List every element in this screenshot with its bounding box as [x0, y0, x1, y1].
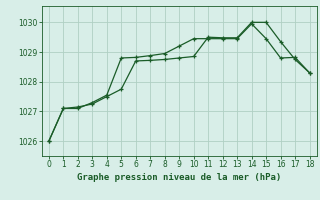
- X-axis label: Graphe pression niveau de la mer (hPa): Graphe pression niveau de la mer (hPa): [77, 173, 281, 182]
